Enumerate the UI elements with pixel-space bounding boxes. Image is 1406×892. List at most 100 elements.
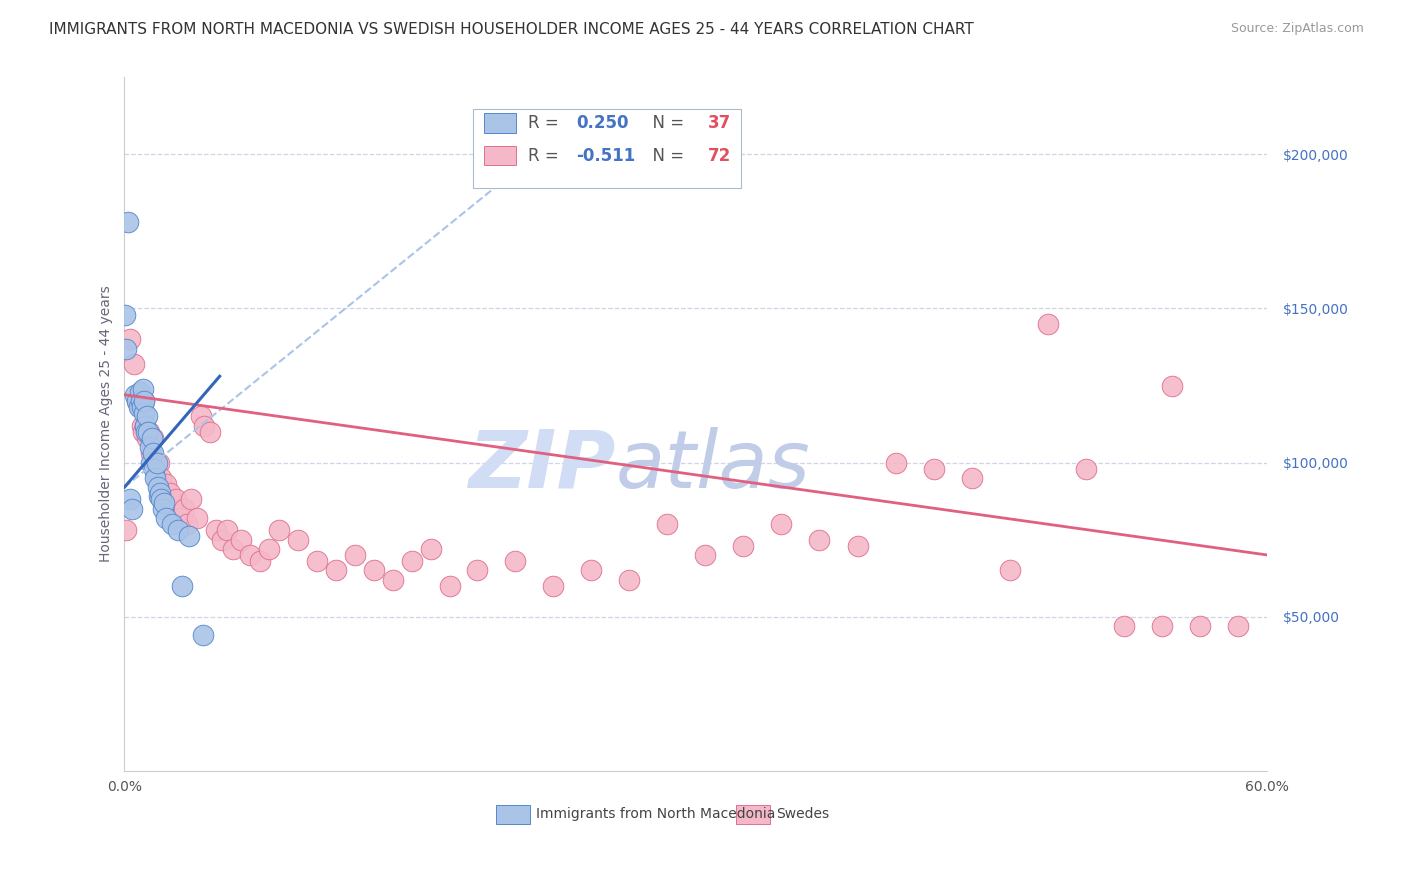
Point (149, 486, 172, 500)
Point (211, 533, 233, 547)
Point (120, 332, 142, 346)
Point (134, 393, 156, 408)
Point (139, 456, 162, 470)
Text: Source: ZipAtlas.com: Source: ZipAtlas.com (1230, 22, 1364, 36)
Point (128, 400, 150, 414)
Point (121, 501, 143, 516)
Point (257, 541, 280, 556)
Point (141, 431, 163, 445)
Point (136, 425, 159, 439)
Point (186, 511, 208, 525)
Text: Swedes: Swedes (776, 807, 828, 822)
Point (541, 579, 564, 593)
Point (363, 563, 385, 577)
Point (131, 382, 153, 396)
Point (180, 492, 202, 507)
Point (143, 461, 166, 475)
Point (960, 471, 983, 485)
Point (770, 517, 793, 532)
Point (132, 406, 155, 420)
Point (922, 461, 945, 475)
Point (143, 471, 166, 485)
Text: IMMIGRANTS FROM NORTH MACEDONIA VS SWEDISH HOUSEHOLDER INCOME AGES 25 - 44 YEARS: IMMIGRANTS FROM NORTH MACEDONIA VS SWEDI… (49, 22, 974, 37)
Point (131, 425, 153, 439)
Point (733, 539, 755, 553)
Point (1160, 378, 1182, 392)
Point (155, 511, 177, 525)
Point (157, 492, 180, 507)
Point (128, 400, 150, 414)
Point (617, 573, 640, 587)
FancyBboxPatch shape (735, 805, 770, 824)
Point (152, 480, 174, 494)
Text: 37: 37 (709, 114, 731, 132)
Point (217, 524, 239, 538)
Point (193, 418, 215, 433)
Text: ZIP: ZIP (468, 426, 616, 505)
Point (115, 342, 138, 356)
Point (122, 357, 145, 371)
Point (179, 529, 201, 543)
Point (143, 456, 166, 470)
Point (1189, 619, 1212, 633)
Point (267, 524, 290, 538)
Text: N =: N = (643, 147, 689, 165)
FancyBboxPatch shape (484, 146, 516, 166)
Point (222, 541, 245, 556)
Point (125, 393, 148, 408)
Point (205, 524, 228, 538)
Y-axis label: Householder Income Ages 25 - 44 years: Householder Income Ages 25 - 44 years (100, 285, 114, 562)
Point (176, 517, 198, 532)
Point (120, 492, 142, 507)
Point (139, 446, 162, 460)
Point (146, 480, 169, 494)
Point (148, 490, 170, 504)
Point (1036, 317, 1059, 331)
Point (135, 425, 157, 439)
Point (125, 393, 148, 408)
Text: R =: R = (527, 147, 564, 165)
Point (846, 539, 869, 553)
Point (695, 548, 717, 562)
Point (1114, 619, 1136, 633)
Point (465, 563, 488, 577)
Text: atlas: atlas (616, 426, 810, 505)
FancyBboxPatch shape (496, 805, 530, 824)
Point (169, 511, 191, 525)
Point (191, 628, 214, 642)
Point (149, 492, 172, 507)
Point (146, 471, 169, 485)
Point (153, 495, 176, 509)
Point (420, 541, 443, 556)
Point (998, 563, 1021, 577)
Point (134, 418, 156, 433)
Text: 72: 72 (709, 147, 731, 165)
Point (117, 215, 139, 229)
Point (160, 501, 183, 516)
Point (134, 418, 156, 433)
Point (249, 554, 271, 568)
Point (142, 431, 165, 445)
Point (190, 409, 212, 424)
Point (124, 388, 146, 402)
Point (1074, 461, 1097, 475)
Point (173, 501, 195, 516)
Point (1227, 619, 1250, 633)
Point (128, 384, 150, 399)
FancyBboxPatch shape (484, 113, 516, 133)
Point (439, 579, 461, 593)
Text: N =: N = (643, 114, 689, 132)
Point (149, 471, 172, 485)
Point (287, 533, 309, 547)
Point (198, 425, 221, 439)
Point (165, 492, 187, 507)
Point (808, 533, 831, 547)
Point (155, 477, 177, 491)
Point (343, 548, 366, 562)
Point (139, 440, 162, 454)
Point (114, 308, 136, 322)
Point (132, 393, 155, 408)
FancyBboxPatch shape (472, 109, 741, 188)
Point (142, 446, 165, 460)
Point (170, 579, 193, 593)
